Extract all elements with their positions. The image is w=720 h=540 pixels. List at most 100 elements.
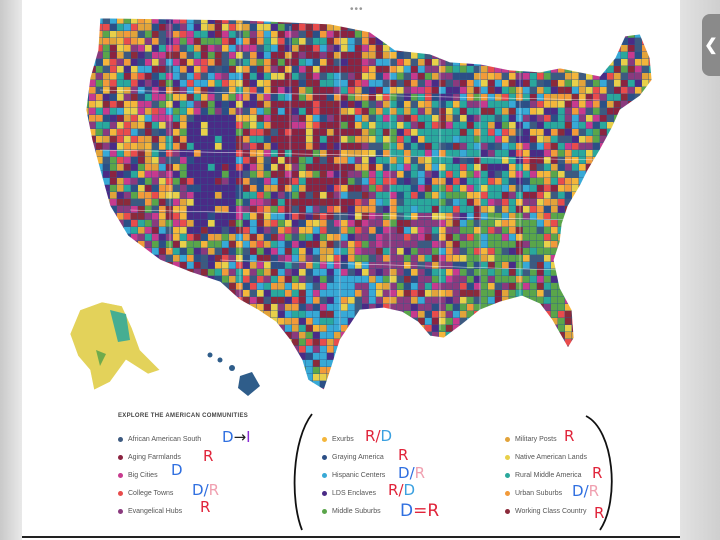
county-tile [411, 80, 418, 87]
county-tile [425, 374, 432, 381]
county-tile [369, 115, 376, 122]
county-tile [572, 38, 579, 45]
county-tile [180, 360, 187, 367]
county-tile [614, 353, 621, 360]
county-tile [348, 87, 355, 94]
county-tile [89, 290, 96, 297]
county-tile [145, 220, 152, 227]
county-tile [362, 297, 369, 304]
county-tile [404, 360, 411, 367]
county-tile [243, 150, 250, 157]
county-tile [677, 220, 680, 227]
county-tile [614, 269, 621, 276]
county-tile [166, 339, 173, 346]
county-tile [523, 52, 530, 59]
county-tile [656, 164, 663, 171]
county-tile [355, 262, 362, 269]
county-tile [670, 10, 677, 17]
county-tile [418, 157, 425, 164]
county-tile [201, 59, 208, 66]
county-tile [523, 234, 530, 241]
county-tile [334, 255, 341, 262]
county-tile [565, 213, 572, 220]
county-tile [516, 262, 523, 269]
county-tile [579, 164, 586, 171]
county-tile [432, 234, 439, 241]
county-tile [474, 269, 481, 276]
county-tile [40, 108, 47, 115]
county-tile [369, 374, 376, 381]
county-tile [593, 122, 600, 129]
county-tile [327, 325, 334, 332]
county-tile [117, 255, 124, 262]
county-tile [677, 101, 680, 108]
county-tile [544, 31, 551, 38]
county-tile [404, 10, 411, 17]
county-tile [159, 269, 166, 276]
county-tile [124, 129, 131, 136]
county-tile [558, 360, 565, 367]
county-tile [145, 311, 152, 318]
county-tile [411, 290, 418, 297]
county-tile [404, 304, 411, 311]
county-tile [166, 297, 173, 304]
county-tile [180, 227, 187, 234]
county-tile [565, 178, 572, 185]
county-tile [236, 234, 243, 241]
county-tile [152, 199, 159, 206]
county-tile [369, 206, 376, 213]
county-tile [439, 283, 446, 290]
county-tile [558, 136, 565, 143]
county-tile [68, 185, 75, 192]
county-tile [145, 332, 152, 339]
county-tile [558, 192, 565, 199]
county-tile [341, 73, 348, 80]
county-tile [593, 339, 600, 346]
county-tile [243, 31, 250, 38]
county-tile [432, 185, 439, 192]
county-tile [271, 227, 278, 234]
county-tile [579, 45, 586, 52]
county-tile [572, 353, 579, 360]
county-tile [138, 241, 145, 248]
county-tile [390, 10, 397, 17]
county-tile [446, 276, 453, 283]
county-tile [572, 199, 579, 206]
county-tile [257, 101, 264, 108]
county-tile [124, 52, 131, 59]
county-tile [446, 18, 453, 24]
county-tile [558, 213, 565, 220]
county-tile [138, 164, 145, 171]
county-tile [159, 164, 166, 171]
county-tile [460, 367, 467, 374]
county-tile [418, 381, 425, 388]
county-tile [670, 346, 677, 353]
county-tile [131, 164, 138, 171]
county-tile [250, 129, 257, 136]
county-tile [208, 360, 215, 367]
county-tile [572, 234, 579, 241]
county-tile [383, 374, 390, 381]
county-tile [656, 87, 663, 94]
county-tile [397, 143, 404, 150]
county-tile [502, 45, 509, 52]
county-tile [488, 353, 495, 360]
county-tile [390, 311, 397, 318]
county-tile [348, 45, 355, 52]
county-tile [495, 360, 502, 367]
county-tile [586, 276, 593, 283]
county-tile [215, 269, 222, 276]
county-tile [82, 10, 89, 17]
sidebar-toggle-button[interactable]: ❮ [702, 14, 720, 76]
county-tile [656, 24, 663, 31]
county-tile [334, 276, 341, 283]
county-tile [649, 234, 652, 241]
county-tile [404, 80, 411, 87]
county-tile [208, 73, 215, 80]
county-tile [86, 367, 89, 374]
county-tile [432, 18, 439, 24]
county-tile [439, 101, 446, 108]
county-tile [320, 122, 327, 129]
drag-handle[interactable]: ••• [350, 4, 364, 15]
county-tile [495, 38, 502, 45]
